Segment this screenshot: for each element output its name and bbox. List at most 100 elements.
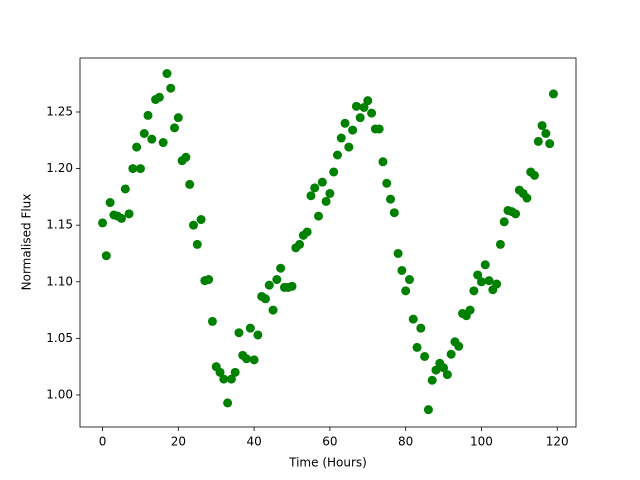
point	[340, 118, 350, 128]
point	[98, 218, 108, 228]
point	[476, 277, 486, 287]
point	[287, 281, 297, 291]
x-axis-label: Time (Hours)	[288, 456, 367, 470]
y-tick-label: 1.00	[46, 387, 73, 401]
point	[329, 167, 339, 177]
point	[154, 92, 164, 102]
point	[249, 355, 259, 365]
point	[533, 136, 543, 146]
point	[310, 183, 320, 193]
point	[378, 157, 388, 167]
point	[116, 213, 126, 223]
point	[427, 375, 437, 385]
point	[276, 263, 286, 273]
point	[537, 121, 547, 131]
point	[166, 83, 176, 93]
point	[226, 374, 236, 384]
point	[188, 220, 198, 230]
point	[397, 265, 407, 275]
point	[234, 328, 244, 338]
point	[306, 191, 316, 201]
point	[545, 139, 555, 149]
point	[442, 370, 452, 380]
point	[412, 342, 422, 352]
point	[454, 341, 464, 351]
point	[351, 101, 361, 111]
point	[374, 124, 384, 134]
point	[242, 354, 252, 364]
point	[135, 164, 145, 174]
x-tick-label: 120	[546, 435, 569, 449]
point	[139, 128, 149, 138]
point	[253, 330, 263, 340]
y-axis-label: Normalised Flux	[20, 194, 34, 291]
point	[511, 209, 521, 219]
y-tick-label: 1.10	[46, 274, 73, 288]
point	[219, 374, 229, 384]
point	[344, 142, 354, 152]
point	[325, 188, 335, 198]
point	[204, 275, 214, 285]
point	[355, 113, 365, 123]
plot-frame	[79, 57, 577, 428]
point	[393, 248, 403, 258]
point	[105, 198, 115, 208]
y-tick-label: 1.25	[46, 104, 73, 118]
point	[382, 178, 392, 188]
point	[223, 398, 233, 408]
point	[416, 323, 426, 333]
point	[336, 133, 346, 143]
point	[465, 305, 475, 315]
point	[302, 227, 312, 237]
point	[128, 164, 138, 174]
point	[359, 102, 369, 112]
point	[147, 134, 157, 144]
point	[124, 209, 134, 219]
point	[215, 367, 225, 377]
point	[120, 184, 130, 194]
point	[192, 239, 202, 249]
point	[495, 239, 505, 249]
y-tick-label: 1.05	[46, 331, 73, 345]
point	[132, 142, 142, 152]
point	[143, 110, 153, 120]
point	[101, 251, 111, 261]
point	[473, 270, 483, 280]
point	[181, 152, 191, 162]
point	[264, 280, 274, 290]
point	[314, 211, 324, 221]
point	[446, 349, 456, 359]
point	[173, 113, 183, 123]
x-tick-label: 60	[322, 435, 337, 449]
point	[162, 69, 172, 79]
point	[522, 193, 532, 203]
point	[332, 150, 342, 160]
point	[401, 286, 411, 296]
point	[492, 279, 502, 289]
point	[530, 170, 540, 180]
point	[548, 89, 558, 99]
point	[423, 405, 433, 415]
point	[260, 294, 270, 304]
point	[348, 125, 358, 135]
point	[408, 314, 418, 324]
point	[469, 286, 479, 296]
y-tick-label: 1.15	[46, 218, 73, 232]
point	[389, 208, 399, 218]
x-tick-label: 0	[99, 435, 107, 449]
point	[295, 239, 305, 249]
point	[196, 215, 206, 225]
point	[439, 363, 449, 373]
point	[541, 128, 551, 138]
point	[420, 351, 430, 361]
point	[367, 108, 377, 118]
point	[484, 276, 494, 286]
y-tick-label: 1.20	[46, 161, 73, 175]
point	[230, 367, 240, 377]
point	[268, 305, 278, 315]
x-tick-label: 40	[246, 435, 261, 449]
point	[431, 365, 441, 375]
point	[480, 260, 490, 270]
point	[185, 179, 195, 189]
